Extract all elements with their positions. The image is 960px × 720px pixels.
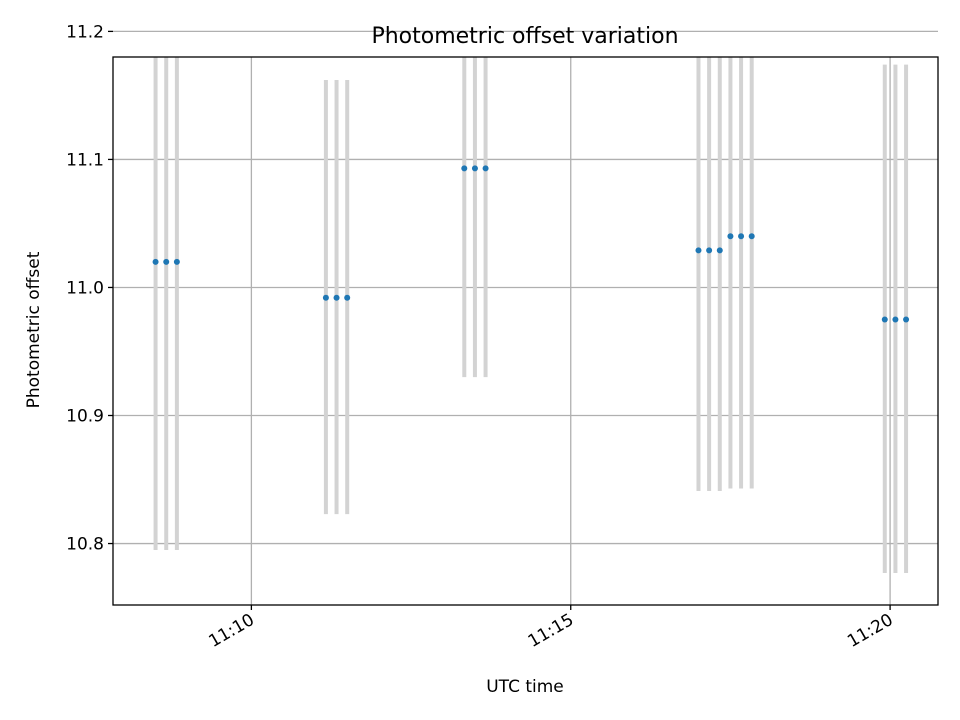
data-point bbox=[163, 258, 170, 265]
data-point bbox=[471, 165, 478, 172]
chart-title: Photometric offset variation bbox=[371, 24, 678, 49]
x-axis-label: UTC time bbox=[486, 677, 564, 697]
data-point bbox=[461, 165, 468, 172]
data-point bbox=[333, 294, 340, 301]
data-point bbox=[322, 294, 329, 301]
y-tick-label: 11.1 bbox=[66, 150, 104, 170]
data-point bbox=[727, 233, 734, 240]
data-point bbox=[706, 247, 713, 254]
y-axis-label: Photometric offset bbox=[24, 251, 44, 408]
data-layer bbox=[152, 57, 910, 573]
y-tick-label: 11.2 bbox=[66, 22, 104, 42]
plot-frame bbox=[112, 56, 939, 606]
data-point bbox=[748, 233, 755, 240]
data-point bbox=[152, 258, 159, 265]
data-point bbox=[716, 247, 723, 254]
data-point bbox=[344, 294, 351, 301]
data-point bbox=[738, 233, 745, 240]
x-tick-label: 11:15 bbox=[525, 610, 577, 652]
grid-lines bbox=[113, 30, 938, 605]
data-point bbox=[903, 316, 910, 323]
x-tick-label: 11:10 bbox=[205, 610, 257, 652]
data-point bbox=[482, 165, 489, 172]
data-point bbox=[892, 316, 899, 323]
data-point bbox=[695, 247, 702, 254]
data-point bbox=[881, 316, 888, 323]
data-point bbox=[173, 258, 180, 265]
y-tick-label: 11.0 bbox=[66, 278, 104, 298]
x-tick-label: 11:20 bbox=[844, 610, 896, 652]
y-tick-label: 10.9 bbox=[66, 407, 104, 427]
y-tick-label: 10.8 bbox=[66, 535, 104, 555]
axis-ticks: 10.8 10.9 11.0 11.1 11.2 11:10 11:15 11:20 bbox=[66, 22, 896, 651]
